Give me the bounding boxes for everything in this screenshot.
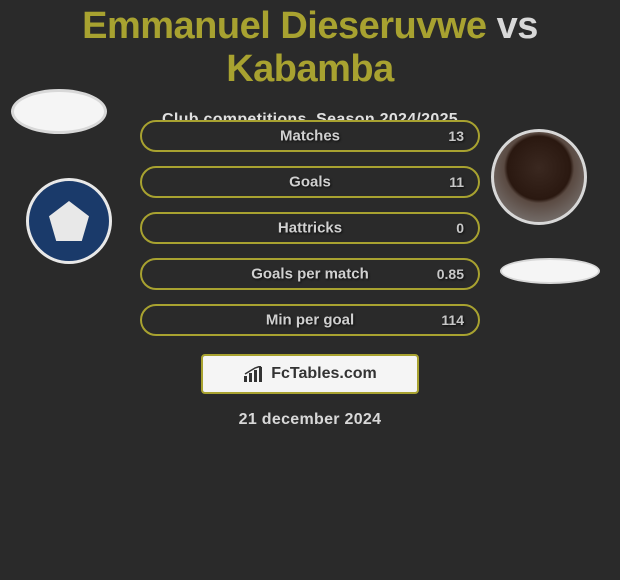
stat-value: 0 [456, 220, 464, 236]
page-title: Emmanuel Dieseruvwe vs Kabamba [0, 0, 620, 91]
stat-label: Goals per match [251, 266, 369, 283]
stat-label: Goals [289, 174, 331, 191]
stat-row-min-per-goal: Min per goal 114 [140, 304, 480, 336]
stat-row-matches: Matches 13 [140, 120, 480, 152]
player1-name: Emmanuel Dieseruvwe [82, 5, 486, 47]
stat-label: Hattricks [278, 220, 342, 237]
brand-inner: FcTables.com [203, 356, 417, 392]
stat-label: Matches [280, 128, 340, 145]
brand-name: FcTables.com [271, 365, 377, 383]
brand-box[interactable]: FcTables.com [201, 354, 419, 394]
comparison-infographic: Emmanuel Dieseruvwe vs Kabamba Club comp… [0, 0, 620, 580]
stat-value: 11 [449, 174, 464, 190]
stat-value: 0.85 [437, 266, 464, 282]
player1-photo [11, 89, 107, 134]
player2-name: Kabamba [226, 48, 394, 90]
stat-value: 114 [441, 312, 464, 328]
stat-row-hattricks: Hattricks 0 [140, 212, 480, 244]
chart-icon [243, 366, 265, 382]
stat-value: 13 [448, 128, 464, 144]
date: 21 december 2024 [239, 411, 382, 429]
player2-photo [491, 129, 587, 225]
stat-row-goals: Goals 11 [140, 166, 480, 198]
stats-area: Matches 13 Goals 11 Hattricks 0 Goals pe… [140, 120, 480, 350]
stat-row-goals-per-match: Goals per match 0.85 [140, 258, 480, 290]
stat-label: Min per goal [266, 312, 354, 329]
club1-logo [26, 178, 112, 264]
club2-logo [500, 258, 600, 284]
vs-text: vs [497, 5, 538, 47]
